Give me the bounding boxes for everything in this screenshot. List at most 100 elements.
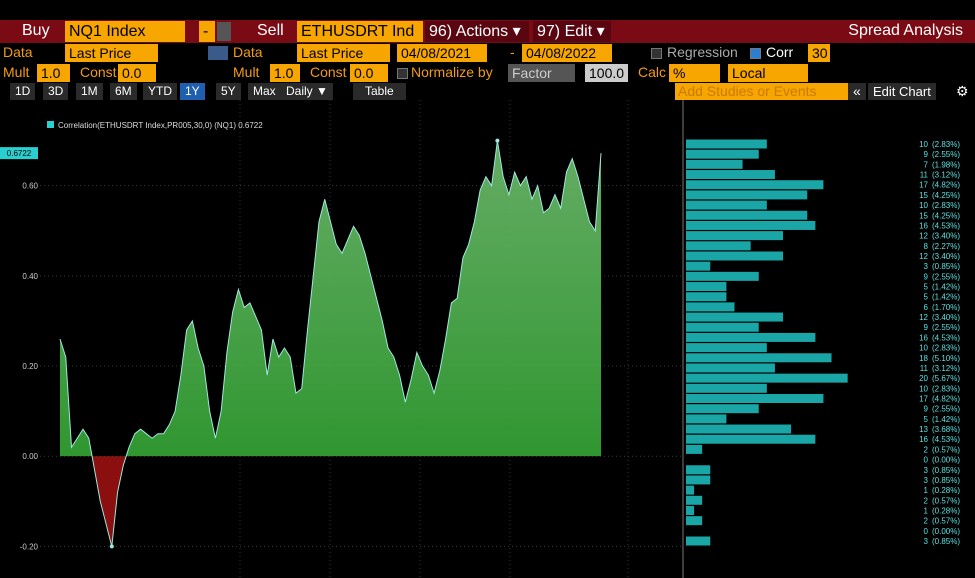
actions-menu[interactable]: 96) Actions ▾ (425, 21, 529, 42)
settings-icon[interactable]: ⚙ (956, 83, 969, 99)
sell-ticker[interactable]: ETHUSDRT Ind (297, 21, 423, 42)
count-label: 2 (924, 496, 929, 505)
bar (686, 485, 695, 495)
count-label: 12 (919, 313, 928, 322)
share-label: (2.27%) (932, 242, 960, 251)
bar (686, 149, 759, 159)
checkbox[interactable] (397, 68, 408, 79)
period-button[interactable]: 5Y (216, 83, 241, 100)
date-field[interactable]: 04/08/2022 (522, 44, 612, 62)
field[interactable]: Last Price (297, 44, 390, 62)
count-label: 9 (924, 272, 929, 281)
period-button[interactable]: 1D (10, 83, 36, 100)
share-label: (0.85%) (932, 476, 960, 485)
checkbox[interactable] (750, 48, 761, 59)
count-label: 5 (924, 293, 929, 302)
period-button[interactable]: YTD (143, 83, 177, 100)
period-button[interactable]: 3D (43, 83, 69, 100)
share-label: (2.55%) (932, 405, 960, 414)
period-button[interactable]: Max (248, 83, 281, 100)
count-label: 17 (919, 395, 928, 404)
label: Const (310, 64, 347, 80)
field[interactable]: 1.0 (270, 64, 300, 82)
bar (686, 383, 767, 393)
period-button[interactable]: 1Y (180, 83, 205, 100)
share-label: (3.68%) (932, 425, 960, 434)
count-label: 7 (924, 160, 929, 169)
share-label: (4.25%) (932, 211, 960, 220)
count-label: 5 (924, 415, 929, 424)
count-label: 9 (924, 323, 929, 332)
field[interactable]: 30 (808, 44, 830, 62)
count-label: 20 (919, 374, 928, 383)
date-field[interactable]: 04/08/2021 (397, 44, 487, 62)
count-label: 11 (920, 171, 929, 180)
share-label: (2.83%) (932, 140, 960, 149)
bar (686, 220, 816, 230)
field[interactable]: 0.0 (118, 64, 156, 82)
count-label: 16 (919, 333, 928, 342)
table-button[interactable]: Table (353, 83, 406, 100)
share-label: (5.10%) (932, 354, 960, 363)
count-label: 3 (924, 476, 929, 485)
studies-input[interactable]: Add Studies or Events (675, 83, 849, 100)
field[interactable]: 1.0 (37, 64, 70, 82)
buy-ticker[interactable]: NQ1 Index (65, 21, 185, 42)
field[interactable]: 100.0 (585, 64, 628, 82)
field[interactable]: Last Price (65, 44, 158, 62)
edit-menu[interactable]: 97) Edit ▾ (533, 21, 611, 42)
share-label: (4.82%) (932, 181, 960, 190)
count-label: 10 (919, 140, 928, 149)
label: Data (3, 44, 33, 60)
bar (686, 190, 808, 200)
share-label: (4.53%) (932, 221, 960, 230)
swap-icon[interactable] (208, 46, 228, 60)
checkbox[interactable] (651, 48, 662, 59)
field[interactable]: % (669, 64, 720, 82)
bar (686, 536, 711, 546)
count-label: 15 (919, 211, 928, 220)
share-label: (3.40%) (932, 313, 960, 322)
share-label: (1.42%) (932, 283, 960, 292)
label: Calc (638, 64, 667, 80)
chart: 0.60 0.40 0.20 0.00 -0.20 0.6722 Correlation(E… (0, 100, 960, 578)
bar (686, 261, 711, 271)
bar (686, 200, 767, 210)
bar (686, 475, 711, 485)
edit-chart-button[interactable]: Edit Chart (868, 83, 936, 100)
bar (686, 444, 703, 454)
bar (686, 231, 783, 241)
bar (686, 343, 767, 353)
share-label: (0.28%) (932, 486, 960, 495)
y-tick-label: 0.00 (22, 452, 38, 461)
dropdown[interactable] (217, 22, 231, 41)
share-label: (0.28%) (932, 506, 960, 515)
share-label: (2.83%) (932, 201, 960, 210)
period-button[interactable]: 6M (110, 83, 137, 100)
last-value-label: 0.6722 (7, 149, 32, 158)
buy-side[interactable]: - (199, 21, 215, 42)
share-label: (0.85%) (932, 537, 960, 546)
count-label: 3 (924, 537, 929, 546)
field[interactable]: Local (728, 64, 808, 82)
share-label: (4.53%) (932, 333, 960, 342)
collapse-button[interactable]: « (848, 83, 866, 100)
share-label: (1.98%) (932, 160, 960, 169)
y-tick-label: -0.20 (20, 542, 39, 551)
field[interactable]: Factor (508, 64, 575, 82)
label: Regression (667, 44, 738, 60)
share-label: (1.42%) (932, 293, 960, 302)
period-button[interactable]: 1M (76, 83, 103, 100)
count-label: 1 (924, 486, 929, 495)
frequency[interactable]: Daily ▼ (281, 83, 333, 100)
field[interactable]: 0.0 (350, 64, 388, 82)
bar (686, 139, 767, 149)
bar (686, 353, 832, 363)
bar (686, 516, 703, 526)
count-label: 10 (919, 344, 928, 353)
separator: - (510, 44, 515, 60)
legend-swatch (47, 121, 54, 128)
bar (686, 505, 695, 515)
count-label: 2 (924, 517, 929, 526)
bar (686, 434, 816, 444)
